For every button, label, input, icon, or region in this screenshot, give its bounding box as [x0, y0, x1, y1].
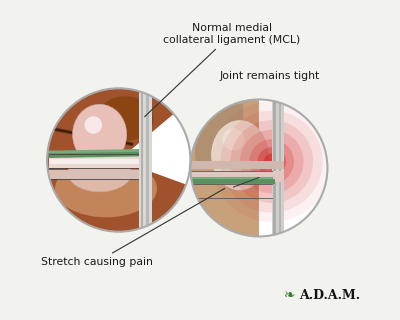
Circle shape [190, 100, 328, 236]
Circle shape [221, 111, 323, 212]
Ellipse shape [68, 154, 132, 192]
Circle shape [240, 130, 304, 194]
Circle shape [230, 120, 313, 203]
Circle shape [264, 154, 280, 170]
Bar [141, 88, 143, 232]
Circle shape [249, 139, 294, 184]
Wedge shape [195, 104, 243, 168]
Circle shape [47, 88, 190, 232]
Wedge shape [190, 99, 259, 237]
Circle shape [211, 101, 332, 222]
Ellipse shape [84, 116, 102, 134]
Bar [140, 88, 152, 232]
Text: Joint remains tight: Joint remains tight [220, 71, 320, 81]
Bar [49, 170, 144, 179]
Bar [189, 171, 284, 182]
Bar [273, 100, 276, 236]
Ellipse shape [96, 96, 154, 141]
Text: A.D.A.M.: A.D.A.M. [299, 289, 360, 302]
Bar [189, 161, 284, 169]
Wedge shape [46, 88, 187, 232]
Ellipse shape [55, 160, 157, 217]
Bar [279, 100, 281, 236]
Text: Stretch causing pain: Stretch causing pain [40, 188, 225, 267]
Ellipse shape [211, 120, 268, 190]
Bar [49, 159, 144, 164]
Circle shape [257, 147, 286, 176]
Bar [272, 100, 284, 236]
Ellipse shape [72, 104, 127, 165]
Text: ❧: ❧ [284, 288, 296, 302]
Bar [49, 156, 144, 168]
Ellipse shape [222, 128, 245, 150]
Text: Normal medial
collateral ligament (MCL): Normal medial collateral ligament (MCL) [145, 23, 300, 117]
Bar [146, 88, 149, 232]
